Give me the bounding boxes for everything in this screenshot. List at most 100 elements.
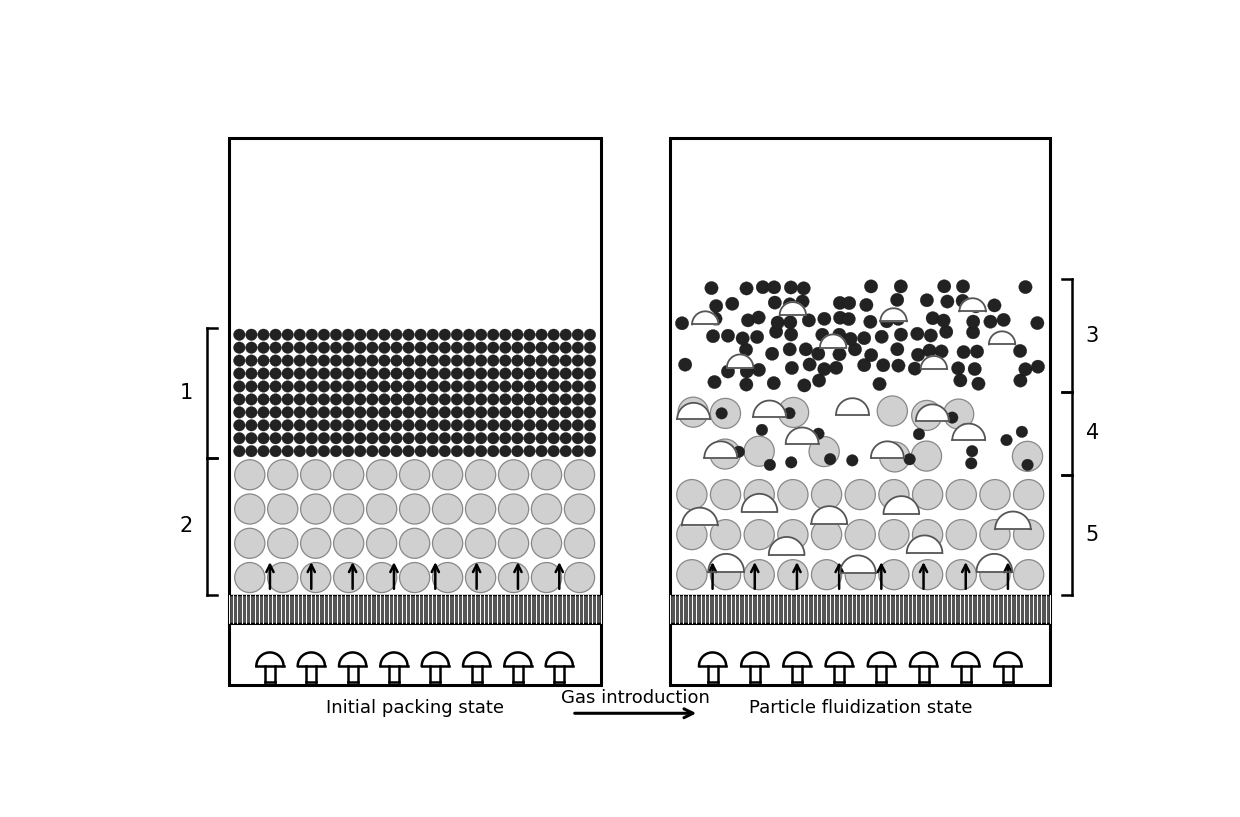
Circle shape — [560, 445, 572, 457]
Circle shape — [439, 355, 450, 366]
Circle shape — [833, 311, 847, 324]
Circle shape — [464, 368, 475, 379]
Polygon shape — [753, 400, 786, 417]
Circle shape — [415, 329, 427, 341]
Circle shape — [744, 436, 774, 467]
Circle shape — [451, 381, 463, 392]
Circle shape — [475, 368, 487, 379]
Circle shape — [879, 442, 910, 472]
Circle shape — [246, 368, 257, 379]
Circle shape — [465, 563, 496, 592]
Circle shape — [512, 432, 523, 444]
Circle shape — [367, 419, 378, 431]
Circle shape — [300, 529, 331, 558]
Circle shape — [584, 329, 595, 341]
Circle shape — [711, 520, 740, 550]
Circle shape — [894, 279, 908, 293]
Circle shape — [523, 432, 536, 444]
Polygon shape — [960, 298, 986, 311]
Circle shape — [355, 407, 366, 418]
Polygon shape — [868, 653, 895, 666]
Circle shape — [833, 297, 847, 310]
Circle shape — [782, 342, 796, 356]
Circle shape — [246, 355, 257, 366]
Circle shape — [270, 381, 281, 392]
Bar — [228, 595, 600, 623]
Circle shape — [954, 373, 967, 387]
Circle shape — [451, 342, 463, 354]
Circle shape — [844, 333, 857, 346]
Circle shape — [512, 329, 523, 341]
Circle shape — [768, 377, 780, 390]
Circle shape — [512, 368, 523, 379]
Circle shape — [294, 368, 305, 379]
Circle shape — [572, 445, 584, 457]
Circle shape — [319, 432, 330, 444]
Circle shape — [268, 529, 298, 558]
Circle shape — [864, 279, 878, 293]
Circle shape — [971, 345, 983, 358]
Circle shape — [427, 368, 439, 379]
Circle shape — [584, 445, 595, 457]
Circle shape — [270, 394, 281, 405]
Circle shape — [319, 329, 330, 341]
Circle shape — [403, 419, 414, 431]
Circle shape — [812, 374, 826, 387]
Circle shape — [548, 355, 559, 366]
Circle shape — [451, 407, 463, 418]
Circle shape — [342, 445, 353, 457]
Circle shape — [744, 520, 774, 550]
Circle shape — [427, 432, 439, 444]
Circle shape — [355, 355, 366, 366]
Circle shape — [532, 460, 562, 489]
Circle shape — [894, 328, 908, 342]
Circle shape — [281, 355, 294, 366]
Circle shape — [1001, 435, 1012, 446]
Polygon shape — [381, 653, 408, 666]
Circle shape — [753, 364, 765, 377]
Circle shape — [355, 342, 366, 354]
Circle shape — [306, 342, 317, 354]
Circle shape — [536, 432, 547, 444]
Circle shape — [319, 368, 330, 379]
Circle shape — [439, 368, 450, 379]
Circle shape — [711, 480, 740, 510]
Circle shape — [403, 394, 414, 405]
Circle shape — [548, 342, 559, 354]
Circle shape — [464, 381, 475, 392]
Circle shape — [811, 520, 842, 550]
Polygon shape — [880, 308, 906, 321]
Circle shape — [451, 419, 463, 431]
Circle shape — [980, 520, 1011, 550]
Circle shape — [306, 368, 317, 379]
Circle shape — [415, 407, 427, 418]
Circle shape — [1013, 520, 1044, 550]
Circle shape — [367, 529, 397, 558]
Circle shape — [737, 332, 749, 345]
Circle shape — [890, 342, 904, 356]
Polygon shape — [916, 404, 949, 421]
Circle shape — [817, 363, 831, 376]
Circle shape — [270, 407, 281, 418]
Text: Particle fluidization state: Particle fluidization state — [749, 699, 972, 717]
Circle shape — [777, 520, 808, 550]
Circle shape — [739, 343, 753, 356]
Circle shape — [560, 394, 572, 405]
Circle shape — [403, 355, 414, 366]
Circle shape — [367, 432, 378, 444]
Circle shape — [391, 432, 402, 444]
Circle shape — [342, 432, 353, 444]
Circle shape — [487, 445, 498, 457]
Circle shape — [523, 329, 536, 341]
Circle shape — [330, 445, 342, 457]
Circle shape — [355, 329, 366, 341]
Circle shape — [246, 329, 257, 341]
Circle shape — [367, 368, 378, 379]
Circle shape — [415, 394, 427, 405]
Text: 1: 1 — [180, 383, 193, 403]
Circle shape — [584, 419, 595, 431]
Circle shape — [725, 297, 739, 310]
Circle shape — [465, 460, 496, 489]
Circle shape — [532, 494, 562, 524]
Circle shape — [464, 394, 475, 405]
